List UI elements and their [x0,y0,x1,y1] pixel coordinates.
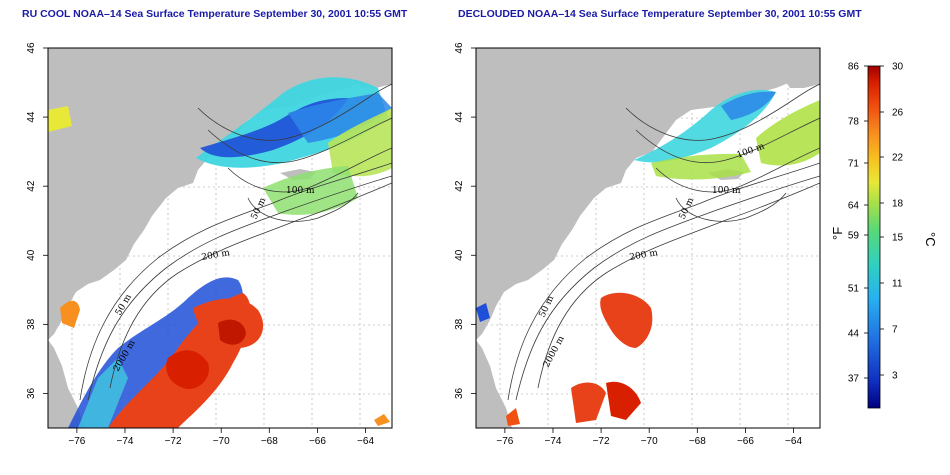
contour-label-50m: 50 m [678,196,697,221]
left-x-tick-label: −68 [261,436,278,447]
celsius-unit-label: °C [923,232,938,247]
left-map: 100 m 50 m 200 m 50 m 2000 m [48,48,392,428]
contour-label-2000m: 2000 m [542,334,567,369]
left-x-tick-label: −64 [357,436,374,447]
colorbar-c-tick-label: 26 [892,108,904,119]
colorbar-c-tick-label: 30 [892,62,904,73]
colorbar-ticks: 86 78 71 64 59 51 44 37 30 26 22 18 15 11 7 3 [848,62,904,385]
contour-label-100m: 100 m [712,186,741,196]
colorbar-c-tick-label: 18 [892,199,904,210]
right-x-tick-label: −72 [593,436,610,447]
contour-label-200m: 200 m [201,248,231,263]
colorbar-c-tick-label: 15 [892,233,904,244]
right-x-tick-label: −74 [544,436,561,447]
right-y-tick-label: 38 [454,318,465,330]
left-x-tick-label: −70 [213,436,230,447]
colorbar-f-tick-label: 59 [848,231,860,242]
left-x-tick-label: −66 [309,436,326,447]
land-area [476,48,820,428]
contour-label-50m: 50 m [250,196,269,221]
contour-label-50m-south: 50 m [114,292,134,317]
right-map-frame [475,47,821,429]
axes-layer: −76 −74 −72 −70 −68 −66 −64 36 38 40 42 44 46 −76 −74 −… [26,42,802,447]
left-y-tick-label: 38 [26,318,37,330]
left-y-tick-label: 42 [26,180,37,192]
contour-label-100m: 100 m [286,186,315,196]
right-x-tick-label: −66 [737,436,754,447]
left-y-tick-label: 36 [26,387,37,399]
colorbar-f-tick-label: 51 [848,284,860,295]
colorbar-c-tick-label: 3 [892,371,898,382]
left-x-tick-label: −76 [68,436,85,447]
right-y-tick-label: 42 [454,180,465,192]
left-x-tick-label: −74 [116,436,133,447]
colorbar-c-tick-label: 11 [892,279,903,290]
right-y-tick-label: 40 [454,249,465,261]
right-x-tick-label: −68 [689,436,706,447]
fahrenheit-unit-label: °F [830,227,845,240]
right-map-title: DECLOUDED NOAA–14 Sea Surface Temperatur… [458,8,862,20]
colorbar-f-tick-label: 78 [848,117,860,128]
left-x-tick-label: −72 [165,436,182,447]
left-map-frame [47,47,393,429]
right-y-tick-label: 36 [454,387,465,399]
left-y-tick-label: 40 [26,249,37,261]
contour-label-200m: 200 m [629,248,659,263]
left-y-tick-label: 46 [26,42,37,54]
colorbar-f-tick-label: 86 [848,62,860,73]
colorbar-f-tick-label: 64 [848,201,860,212]
right-x-tick-label: −76 [496,436,513,447]
right-y-tick-label: 46 [454,42,465,54]
left-map-title: RU COOL NOAA–14 Sea Surface Temperature … [22,8,408,20]
left-y-tick-label: 44 [26,111,37,123]
colorbar-c-tick-label: 7 [892,325,898,336]
colorbar-f-tick-label: 37 [848,374,860,385]
colorbar [867,65,881,409]
colorbar-f-tick-label: 44 [848,329,860,340]
contour-label-50m-south: 50 m [538,294,557,319]
right-x-tick-label: −70 [641,436,658,447]
right-x-tick-label: −64 [785,436,802,447]
right-y-tick-label: 44 [454,111,465,123]
colorbar-c-tick-label: 22 [892,153,904,164]
right-map: 100 m 100 m 50 m 200 m 50 m 2000 m [476,48,820,428]
colorbar-f-tick-label: 71 [848,159,860,170]
